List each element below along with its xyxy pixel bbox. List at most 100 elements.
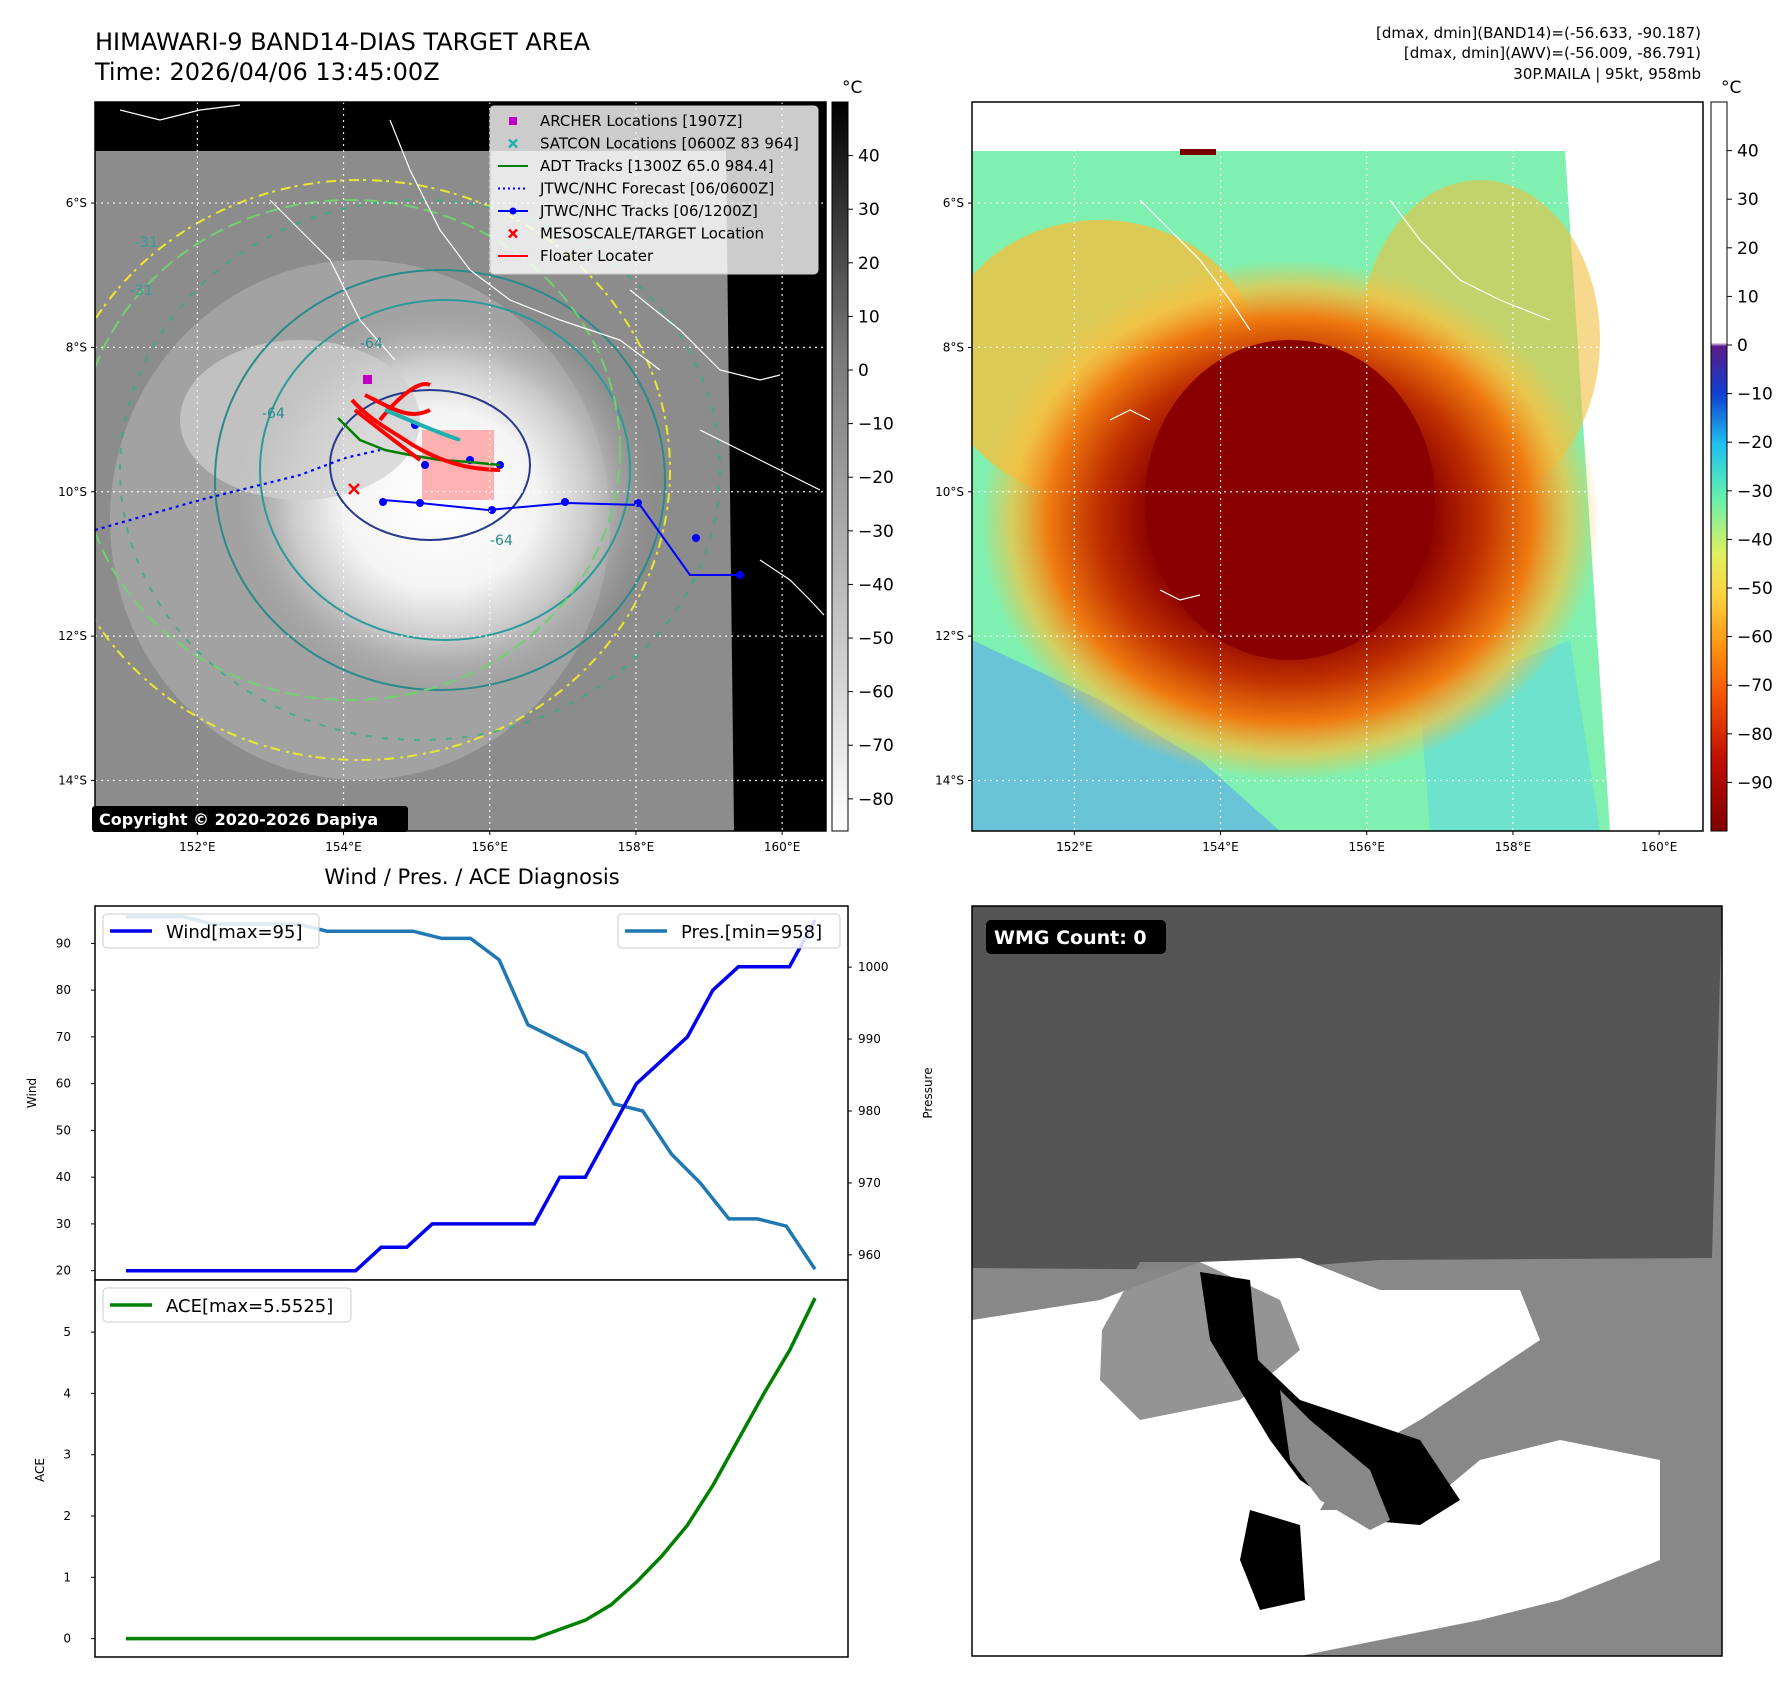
figure-title: HIMAWARI-9 BAND14-DIAS TARGET AREA xyxy=(95,28,591,56)
wind-tick-label: 70 xyxy=(56,1030,71,1044)
contour-label: -31 xyxy=(135,235,158,251)
awv-lat-label: 6°S xyxy=(943,196,964,210)
wmg-dark-region xyxy=(972,906,1722,1270)
map-legend-item: SATCON Locations [0600Z 83 964] xyxy=(508,135,799,153)
ace-frame xyxy=(94,1279,849,1658)
copyright-badge xyxy=(92,806,408,832)
target-location-marker xyxy=(348,483,360,495)
awv-colorbar-label: −20 xyxy=(1737,433,1773,453)
awv-coastline-island xyxy=(1109,409,1151,421)
awv-coastline-north xyxy=(1139,199,1251,331)
map-legend-label: JTWC/NHC Tracks [06/1200Z] xyxy=(539,202,758,220)
ace-tick-label: 5 xyxy=(63,1325,71,1339)
ir-lat-label: 8°S xyxy=(66,340,87,354)
legend-dot-marker xyxy=(509,207,517,215)
awv-coastline-island xyxy=(1159,589,1201,601)
awv-colorbar-label: −10 xyxy=(1737,385,1773,405)
wind-series-line xyxy=(126,919,817,1273)
ir-lon-ticks: 152°E 154°E 156°E 158°E 160°E xyxy=(179,831,800,854)
contour-teal xyxy=(119,199,721,741)
map-legend-label: JTWC/NHC Forecast [06/0600Z] xyxy=(539,180,774,198)
wind-tick-label: 80 xyxy=(56,983,71,997)
awv-colorbar-unit: °C xyxy=(1721,78,1741,98)
awv-colorbar-label: 30 xyxy=(1737,190,1759,210)
awv-lat-label: 12°S xyxy=(935,629,964,643)
ir-colorbar-label: −50 xyxy=(858,629,894,649)
contour-green xyxy=(95,199,621,701)
map-legend-item: ADT Tracks [1300Z 65.0 984.4] xyxy=(498,157,774,175)
ir-lon-label: 154°E xyxy=(325,840,362,854)
awv-colorbar-label: −30 xyxy=(1737,482,1773,502)
coastline-islands xyxy=(699,429,821,491)
info-storm: 30P.MAILA | 95kt, 958mb xyxy=(1513,65,1701,83)
ir-colorbar-label: −40 xyxy=(858,575,894,595)
awv-lat-label: 14°S xyxy=(935,773,964,787)
awv-lon-ticks: 152°E 154°E 156°E 158°E 160°E xyxy=(1056,831,1677,854)
ace-tick-label: 2 xyxy=(63,1509,71,1523)
ir-lon-label: 160°E xyxy=(764,840,801,854)
awv-colorbar-label: −90 xyxy=(1737,773,1773,793)
map-legend: ARCHER Locations [1907Z] SATCON Locations… xyxy=(489,105,819,275)
wmg-frame xyxy=(971,905,1723,1657)
wind-tick-label: 20 xyxy=(56,1264,71,1278)
awv-colorbar-label: 40 xyxy=(1737,142,1759,162)
ace-tick-label: 3 xyxy=(63,1448,71,1462)
contour-64 xyxy=(214,269,666,691)
ir-lat-label: 14°S xyxy=(58,773,87,787)
ace-axis-label: ACE xyxy=(33,1458,47,1482)
copyright-text: Copyright © 2020-2026 Dapiya xyxy=(99,810,378,829)
wmg-count-label: WMG Count: 0 xyxy=(994,927,1147,949)
ir-colorbar-label: −60 xyxy=(858,683,894,703)
ir-colorbar-label: −30 xyxy=(858,522,894,542)
ace-tick-label: 1 xyxy=(63,1570,71,1584)
awv-colorbar-label: −80 xyxy=(1737,725,1773,745)
ir-lon-label: 156°E xyxy=(471,840,508,854)
contour-inner xyxy=(259,299,631,641)
awv-colorbar-bar xyxy=(1710,101,1728,832)
awv-lat-ticks: 6°S 8°S 10°S 12°S 14°S xyxy=(935,196,972,787)
wind-axis-ticks: 20 30 40 50 60 70 80 90 xyxy=(56,936,95,1278)
pres-legend: Pres.[min=958] xyxy=(617,913,841,949)
wind-pres-panel: 20 30 40 50 60 70 80 90 960 970 980 990 1000 Wind P… xyxy=(25,905,935,1281)
awv-colorbar-label: −50 xyxy=(1737,579,1773,599)
figure-time: Time: 2026/04/06 13:45:00Z xyxy=(94,58,440,86)
map-legend-item: Floater Locater xyxy=(498,247,654,265)
contour-yellow xyxy=(95,179,671,761)
awv-colorbar-label: −40 xyxy=(1737,530,1773,550)
awv-coastline-solomon xyxy=(1389,199,1551,321)
adt-track xyxy=(337,417,501,467)
pres-tick-label: 970 xyxy=(858,1176,881,1190)
pres-legend-box xyxy=(617,913,841,949)
map-legend-label: SATCON Locations [0600Z 83 964] xyxy=(540,135,799,153)
awv-lat-label: 8°S xyxy=(943,340,964,354)
ace-tick-label: 0 xyxy=(63,1632,71,1646)
archer-location xyxy=(363,375,372,384)
map-legend-item: JTWC/NHC Tracks [06/1200Z] xyxy=(498,202,758,220)
ace-axis-ticks: 0 1 2 3 4 5 xyxy=(63,1325,95,1646)
wind-axis-label: Wind xyxy=(25,1078,39,1108)
ir-colorbar-label: 40 xyxy=(858,147,880,167)
wmg-black-core xyxy=(1200,1272,1460,1525)
ir-lat-ticks: 6°S 8°S 10°S 12°S 14°S xyxy=(58,196,95,787)
awv-lat-label: 10°S xyxy=(935,485,964,499)
ir-colorbar-label: −70 xyxy=(858,736,894,756)
ir-colorbar-unit: °C xyxy=(842,78,862,98)
awv-colorbar-label: −60 xyxy=(1737,628,1773,648)
pres-legend-label: Pres.[min=958] xyxy=(681,922,822,943)
coastline-png xyxy=(119,104,241,121)
wmg-gray-core xyxy=(1280,1390,1390,1530)
ir-lon-label: 152°E xyxy=(179,840,216,854)
wind-pres-frame xyxy=(94,905,849,1281)
pres-axis-label: Pressure xyxy=(921,1067,935,1118)
ace-panel: 0 1 2 3 4 5 ACE ACE[max=5.5525] xyxy=(33,1279,849,1658)
contour-label: -31 xyxy=(130,283,153,299)
satcon-track xyxy=(384,408,461,442)
ir-colorbar-label: −10 xyxy=(858,415,894,435)
contour-label: -64 xyxy=(262,406,285,422)
ir-colorbar-label: 30 xyxy=(858,200,880,220)
ir-band xyxy=(180,340,420,500)
awv-colorbar-label: 20 xyxy=(1737,239,1759,259)
pres-axis-ticks: 960 970 980 990 1000 xyxy=(848,960,889,1262)
map-legend-label: Floater Locater xyxy=(540,247,654,265)
wmg-count-badge xyxy=(986,920,1166,954)
